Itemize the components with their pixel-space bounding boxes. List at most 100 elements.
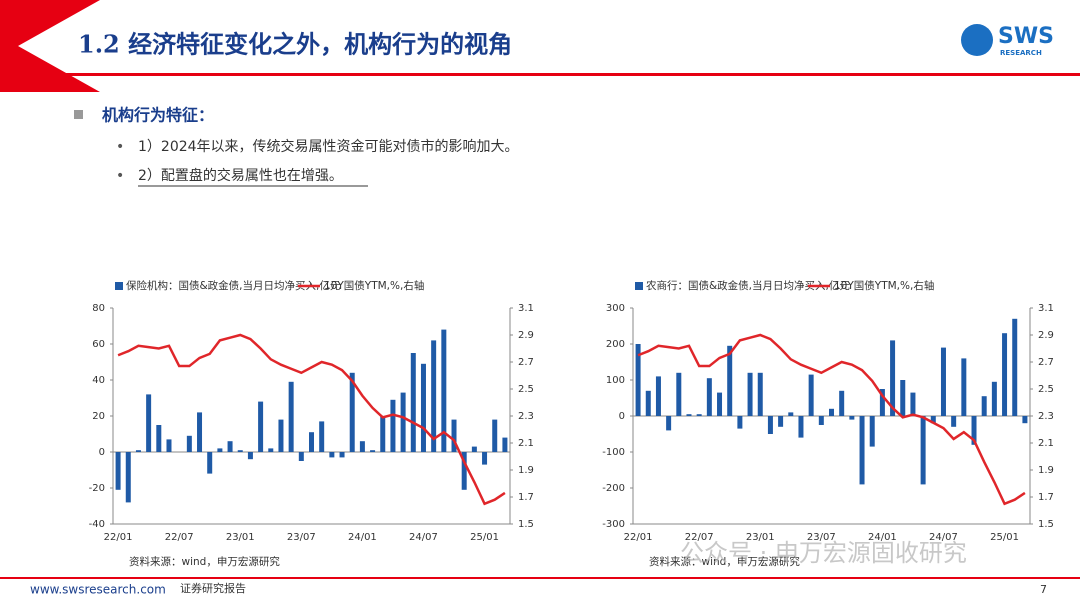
y2-tick-label: 1.7 bbox=[518, 492, 534, 503]
bar bbox=[400, 392, 406, 452]
legend-swatch bbox=[635, 282, 643, 290]
footer-rule bbox=[0, 577, 1080, 579]
bar bbox=[156, 425, 162, 452]
bullet-square bbox=[74, 110, 83, 119]
y2-tick-label: 1.5 bbox=[1038, 519, 1054, 530]
bar bbox=[227, 441, 233, 452]
y-tick-label: -200 bbox=[602, 483, 625, 494]
header-title: 1.2 经济特征变化之外，机构行为的视角 bbox=[78, 30, 512, 59]
bar bbox=[207, 452, 213, 474]
bar bbox=[818, 416, 824, 425]
legend-label: 保险机构：国债&政金债,当月日均净买入,亿元 bbox=[126, 279, 341, 292]
footer-label: 证券研究报告 bbox=[180, 581, 246, 595]
bar bbox=[482, 452, 488, 465]
bar bbox=[349, 372, 355, 452]
y2-tick-label: 2.7 bbox=[1038, 357, 1054, 368]
y-tick-label: 40 bbox=[92, 375, 105, 386]
bar bbox=[502, 437, 508, 452]
bar bbox=[390, 399, 396, 452]
bar bbox=[329, 452, 335, 458]
bar bbox=[747, 372, 753, 416]
bar bbox=[686, 414, 692, 416]
bar bbox=[237, 450, 243, 452]
bar bbox=[839, 390, 845, 416]
y2-tick-label: 1.5 bbox=[518, 519, 534, 530]
y-tick-label: 80 bbox=[92, 303, 105, 314]
y2-tick-label: 3.1 bbox=[518, 303, 534, 314]
bar bbox=[217, 448, 223, 452]
bar bbox=[420, 363, 426, 452]
x-tick-label: 23/07 bbox=[807, 532, 836, 543]
bar bbox=[991, 381, 997, 416]
bar bbox=[146, 394, 152, 452]
bullet-item: 1）2024年以来，传统交易属性资金可能对债市的影响加大。 bbox=[138, 138, 519, 155]
source-note: 资料来源：wind，申万宏源研究 bbox=[129, 555, 280, 568]
bar bbox=[879, 389, 885, 416]
bar bbox=[359, 441, 365, 452]
y-tick-label: 200 bbox=[606, 339, 625, 350]
y2-tick-label: 2.9 bbox=[518, 330, 534, 341]
x-tick-label: 22/01 bbox=[104, 532, 133, 543]
bar bbox=[961, 358, 967, 416]
y2-tick-label: 1.9 bbox=[1038, 465, 1054, 476]
bar bbox=[981, 396, 987, 416]
bar bbox=[380, 416, 386, 452]
bar bbox=[166, 439, 172, 452]
bar bbox=[247, 452, 253, 460]
logo-icon bbox=[961, 24, 993, 56]
page-number: 7 bbox=[1040, 583, 1047, 596]
bar bbox=[1022, 416, 1028, 424]
x-tick-label: 24/07 bbox=[409, 532, 438, 543]
bar bbox=[717, 392, 723, 416]
bar bbox=[788, 412, 794, 416]
legend-label: 10Y国债YTM,%,右轴 bbox=[834, 279, 934, 292]
logo: SWS bbox=[998, 24, 1054, 49]
bar bbox=[737, 416, 743, 429]
bar bbox=[696, 414, 702, 416]
bar bbox=[910, 392, 916, 416]
line bbox=[117, 333, 506, 506]
bar bbox=[655, 376, 661, 416]
header-accent-cut bbox=[28, 4, 100, 88]
bar bbox=[778, 416, 784, 427]
x-tick-label: 25/01 bbox=[990, 532, 1019, 543]
legend-swatch bbox=[115, 282, 123, 290]
y2-tick-label: 2.1 bbox=[1038, 438, 1054, 449]
y-tick-label: -40 bbox=[89, 519, 105, 530]
x-tick-label: 22/07 bbox=[165, 532, 194, 543]
y2-tick-label: 1.7 bbox=[1038, 492, 1054, 503]
bar bbox=[849, 416, 855, 420]
bar bbox=[645, 390, 651, 416]
bar bbox=[1012, 318, 1018, 416]
bar bbox=[635, 344, 641, 416]
bar bbox=[410, 353, 416, 452]
bar bbox=[757, 372, 763, 416]
x-tick-label: 23/01 bbox=[746, 532, 775, 543]
bar bbox=[666, 416, 672, 431]
y-tick-label: 60 bbox=[92, 339, 105, 350]
legend-label: 农商行：国债&政金债,当月日均净买入,亿元 bbox=[646, 279, 850, 292]
y2-tick-label: 2.5 bbox=[518, 384, 534, 395]
logo-sub: RESEARCH bbox=[1000, 49, 1042, 57]
bar bbox=[676, 372, 682, 416]
source-note: 资料来源：wind，申万宏源研究 bbox=[649, 555, 800, 568]
x-tick-label: 23/01 bbox=[226, 532, 255, 543]
bar bbox=[808, 374, 814, 416]
bar bbox=[197, 412, 203, 452]
bar bbox=[940, 347, 946, 416]
header-accent bbox=[0, 0, 100, 92]
y2-tick-label: 2.9 bbox=[1038, 330, 1054, 341]
bar bbox=[258, 401, 264, 452]
bar bbox=[115, 452, 121, 490]
bar bbox=[1002, 333, 1008, 416]
x-tick-label: 23/07 bbox=[287, 532, 316, 543]
x-tick-label: 24/01 bbox=[868, 532, 897, 543]
x-tick-label: 24/07 bbox=[929, 532, 958, 543]
bullet-dot: • bbox=[116, 139, 124, 155]
y-tick-label: -300 bbox=[602, 519, 625, 530]
bar bbox=[298, 452, 304, 461]
y2-tick-label: 3.1 bbox=[1038, 303, 1054, 314]
bar bbox=[441, 329, 447, 452]
